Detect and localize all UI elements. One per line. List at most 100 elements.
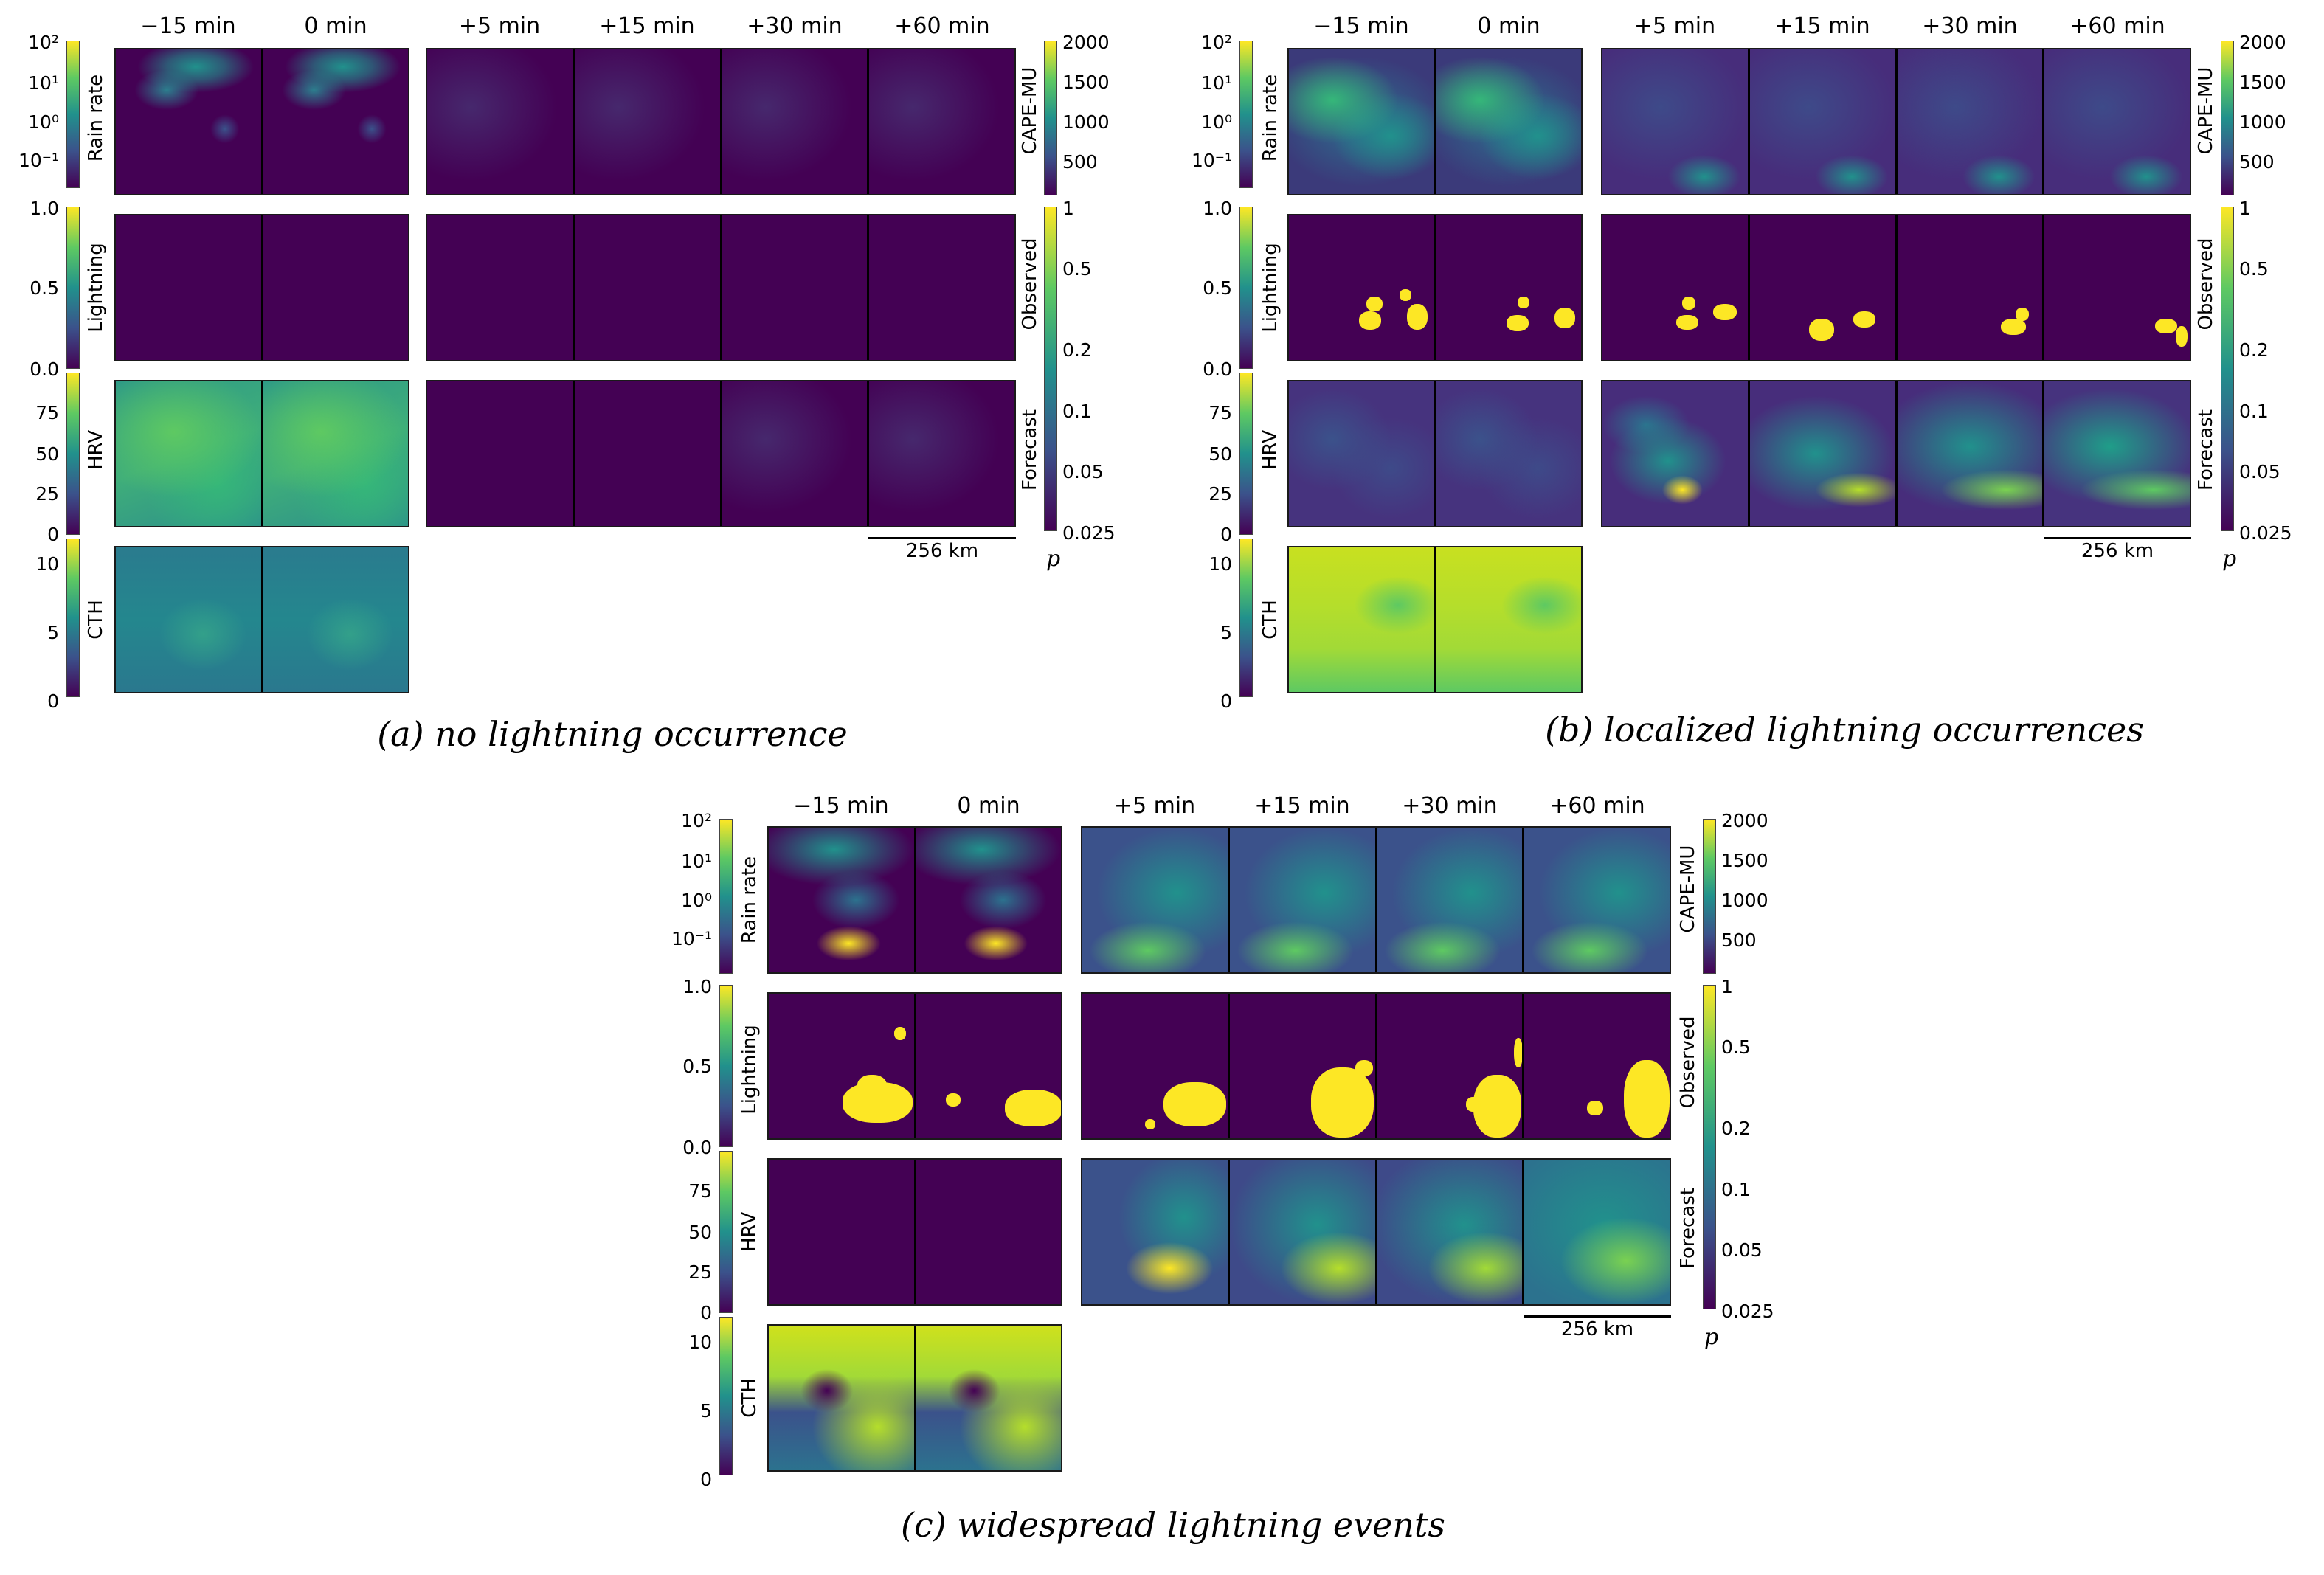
scale-bar: [1524, 1315, 1671, 1318]
scale-bar-label: 256 km: [1560, 1318, 1634, 1340]
tick-label: 10⁻¹: [18, 150, 59, 171]
hrv-panels: [114, 380, 409, 527]
col-title: 0 min: [957, 793, 1020, 819]
tick-label: 0.5: [1721, 1036, 1751, 1058]
tick-label: 2000: [1721, 810, 1768, 831]
row-label-hrv: HRV: [739, 1212, 761, 1252]
forecast-panels: [1601, 380, 2191, 527]
lightning-colorbar: [66, 207, 80, 369]
col-title: −15 min: [1313, 13, 1409, 39]
p-label: p: [2222, 546, 2237, 572]
hrv-panels: [1287, 380, 1583, 527]
map-panel: [719, 215, 868, 360]
lightning-blob: [1407, 304, 1428, 330]
cth-colorbar: [719, 1317, 733, 1475]
map-panel: [769, 994, 914, 1138]
right-label-observed: Observed: [2195, 238, 2217, 330]
map-panel: [1434, 215, 1581, 360]
map-panel: [116, 49, 261, 194]
tick-label: 0.2: [1721, 1118, 1751, 1139]
tick-label: 0.5: [682, 1056, 712, 1077]
tick-label: 0: [1220, 690, 1232, 712]
map-panel: [867, 49, 1014, 194]
lightning-blob: [2176, 326, 2188, 347]
tick-label: 5: [47, 622, 59, 643]
rain-colorbar: [1239, 41, 1253, 188]
right-label-forecast: Forecast: [1677, 1187, 1699, 1270]
tick-label: 10: [35, 553, 59, 575]
right-label-cape: CAPE-MU: [1677, 845, 1699, 933]
map-panel: [1227, 828, 1375, 972]
map-panel: [116, 215, 261, 360]
map-panel: [572, 49, 720, 194]
tick-label: 1500: [1721, 850, 1768, 871]
map-panel: [913, 994, 1061, 1138]
lightning-past-panels: [114, 214, 409, 361]
tick-label: 0: [47, 690, 59, 712]
tick-label: 0: [700, 1469, 712, 1490]
cape-panels: [1081, 826, 1671, 974]
map-panel: [867, 381, 1014, 526]
map-panel: [1289, 49, 1434, 194]
map-panel: [913, 1326, 1061, 1470]
probability-colorbar: [1703, 985, 1716, 1309]
subfigure-c: −15 min 0 min +5 min +15 min +30 min +60…: [657, 782, 1808, 1575]
tick-label: 50: [35, 443, 59, 465]
tick-label: 1: [2239, 198, 2251, 219]
subfigure-a: −15 min 0 min +5 min +15 min +30 min +60…: [0, 0, 1151, 767]
lightning-blob: [1682, 297, 1695, 310]
cape-panels: [1601, 48, 2191, 195]
tick-label: 5: [700, 1400, 712, 1422]
map-panel: [116, 381, 261, 526]
map-panel: [1227, 1160, 1375, 1304]
map-panel: [1289, 547, 1434, 692]
col-title: +30 min: [747, 13, 843, 39]
map-panel: [1082, 828, 1228, 972]
tick-label: 0.2: [2239, 339, 2269, 361]
lightning-colorbar: [1239, 207, 1253, 369]
forecast-panels: [1081, 1158, 1671, 1306]
p-label: p: [1046, 546, 1061, 572]
tick-label: 10: [688, 1332, 712, 1353]
tick-label: 10⁰: [28, 111, 59, 133]
row-label-lightning: Lightning: [1259, 243, 1282, 333]
right-label-observed: Observed: [1019, 238, 1041, 330]
lightning-blob: [1004, 1090, 1061, 1126]
cth-panels: [1287, 546, 1583, 693]
lightning-blob: [1355, 1060, 1373, 1076]
right-label-forecast: Forecast: [1019, 409, 1041, 491]
map-panel: [1522, 828, 1670, 972]
map-panel: [769, 1326, 914, 1470]
tick-label: 50: [1208, 443, 1232, 465]
map-panel: [260, 381, 408, 526]
tick-label: 25: [688, 1261, 712, 1283]
cape-panels: [426, 48, 1016, 195]
map-panel: [1895, 215, 2043, 360]
map-panel: [1602, 215, 1748, 360]
lightning-blob: [945, 1093, 961, 1107]
observed-panels: [1601, 214, 2191, 361]
tick-label: 0.05: [2239, 461, 2280, 482]
map-panel: [1374, 994, 1523, 1138]
tick-label: 0.5: [1062, 258, 1092, 280]
map-panel: [1522, 1160, 1670, 1304]
rain-colorbar: [66, 41, 80, 188]
cth-colorbar: [66, 539, 80, 697]
scale-bar: [2044, 537, 2191, 539]
map-panel: [260, 215, 408, 360]
tick-label: 10⁰: [681, 890, 712, 911]
tick-label: 1: [1062, 198, 1074, 219]
map-panel: [1747, 49, 1895, 194]
tick-label: 1000: [1062, 111, 1110, 133]
rain-colorbar: [719, 819, 733, 974]
tick-label: 0.05: [1062, 461, 1104, 482]
tick-label: 0.1: [1062, 401, 1092, 422]
cth-colorbar: [1239, 539, 1253, 697]
tick-label: 0.025: [1062, 522, 1116, 544]
lightning-blob: [1366, 297, 1383, 311]
rain-past-panels: [1287, 48, 1583, 195]
lightning-blob: [1359, 311, 1381, 330]
map-panel: [1374, 828, 1523, 972]
row-label-cth: CTH: [1259, 600, 1282, 640]
tick-label: 500: [2239, 151, 2275, 173]
